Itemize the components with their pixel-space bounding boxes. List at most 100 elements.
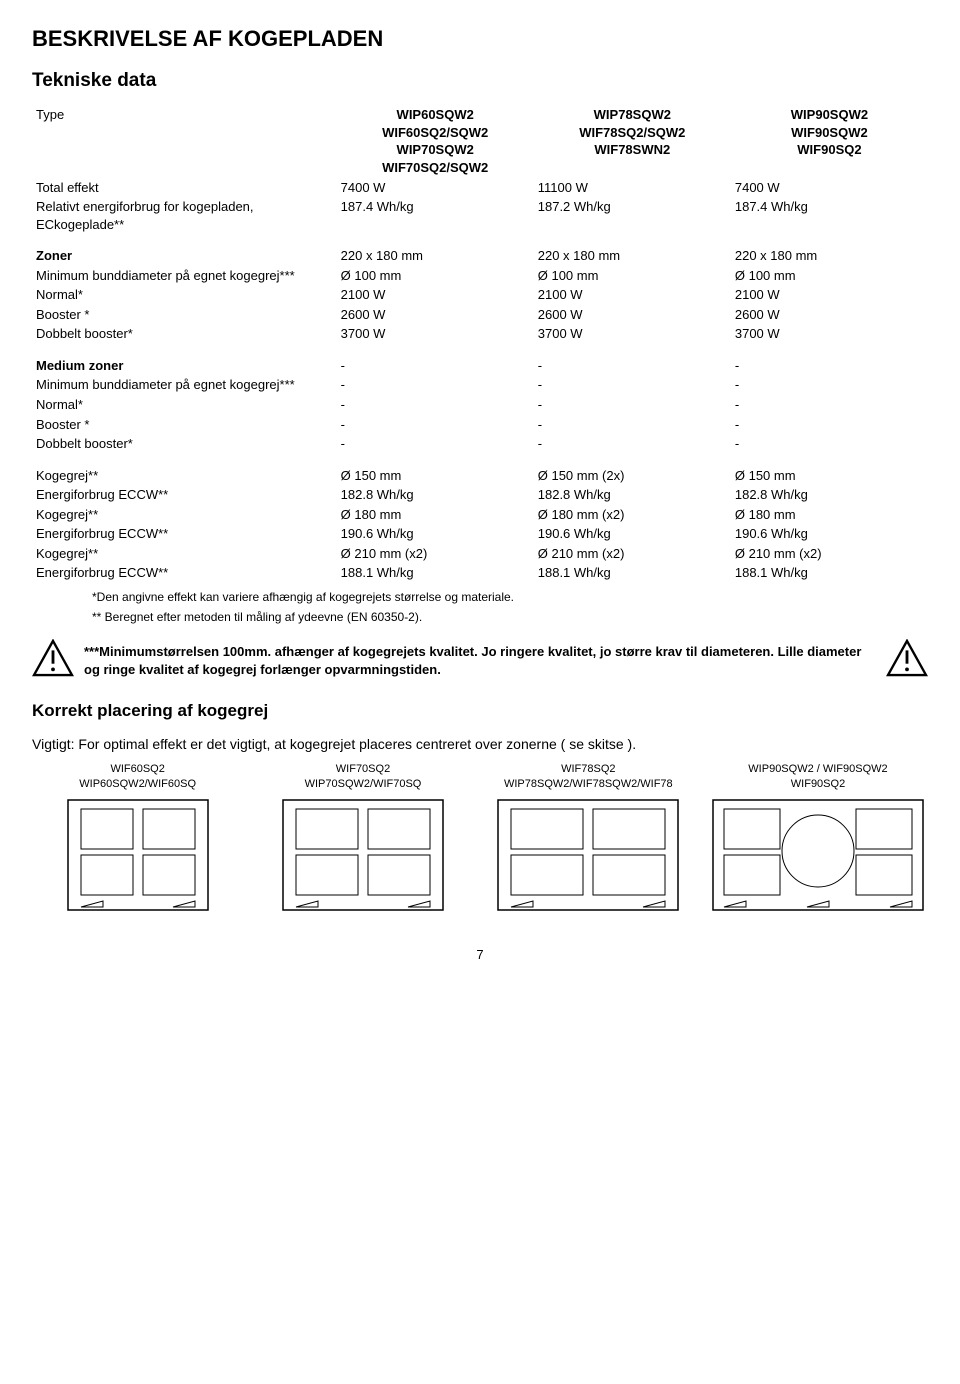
warning-icon (32, 639, 74, 682)
warning-text: ***Minimumstørrelsen 100mm. afhænger af … (84, 643, 876, 678)
row-label: Dobbelt booster* (32, 434, 337, 454)
placement-item-4: WIP90SQW2 / WIF90SQW2 WIF90SQ2 (708, 762, 928, 921)
hob-diagram-icon (63, 795, 213, 915)
row-label: Minimum bunddiameter på egnet kogegrej**… (32, 266, 337, 286)
row-label: Dobbelt booster* (32, 324, 337, 344)
row-label: Kogegrej** (32, 544, 337, 564)
type-label: Type (32, 105, 337, 177)
cell: 3700 W (534, 324, 731, 344)
row-label: Zoner (32, 246, 337, 266)
cell: - (731, 375, 928, 395)
cell: - (337, 434, 534, 454)
row-label: Normal* (32, 285, 337, 305)
cell: Ø 210 mm (x2) (337, 544, 534, 564)
row-label: Medium zoner (32, 356, 337, 376)
cell: Ø 150 mm (731, 466, 928, 486)
cell: 190.6 Wh/kg (534, 524, 731, 544)
cell: Ø 150 mm (2x) (534, 466, 731, 486)
placement-label: WIF60SQ2 (32, 762, 243, 777)
placement-row: WIF60SQ2 WIP60SQW2/WIF60SQ WIF70SQ2 WIP7… (32, 762, 928, 921)
placement-label: WIF78SQ2 (483, 762, 694, 777)
spec-table: Type WIP60SQW2 WIF60SQ2/SQW2 WIP70SQW2 W… (32, 105, 928, 583)
warning-icon (886, 639, 928, 682)
cell: 187.4 Wh/kg (337, 197, 534, 234)
col1-header: WIP60SQW2 WIF60SQ2/SQW2 WIP70SQW2 WIF70S… (337, 105, 534, 177)
page-number: 7 (32, 946, 928, 964)
cell: 182.8 Wh/kg (731, 485, 928, 505)
cell: 220 x 180 mm (731, 246, 928, 266)
cell: 182.8 Wh/kg (534, 485, 731, 505)
placement-heading: Korrekt placering af kogegrej (32, 700, 928, 723)
cell: - (337, 356, 534, 376)
hob-diagram-icon (493, 795, 683, 915)
warning-row: ***Minimumstørrelsen 100mm. afhænger af … (32, 639, 928, 682)
row-label: Normal* (32, 395, 337, 415)
cell: - (534, 356, 731, 376)
row-label: Energiforbrug ECCW** (32, 563, 337, 583)
placement-label: WIF70SQ2 (257, 762, 468, 777)
cell: - (337, 395, 534, 415)
cell: 188.1 Wh/kg (731, 563, 928, 583)
placement-label: WIP90SQW2 / WIF90SQW2 (708, 762, 928, 777)
cell: 2600 W (731, 305, 928, 325)
cell: 2100 W (534, 285, 731, 305)
placement-item-1: WIF60SQ2 WIP60SQW2/WIF60SQ (32, 762, 243, 921)
cell: - (534, 415, 731, 435)
hob-diagram-icon (708, 795, 928, 915)
cell: 187.2 Wh/kg (534, 197, 731, 234)
cell: Ø 180 mm (731, 505, 928, 525)
placement-item-2: WIF70SQ2 WIP70SQW2/WIF70SQ (257, 762, 468, 921)
cell: Ø 100 mm (337, 266, 534, 286)
cell: 7400 W (337, 178, 534, 198)
cell: 2100 W (731, 285, 928, 305)
row-label: Booster * (32, 415, 337, 435)
page-title: BESKRIVELSE AF KOGEPLADEN (32, 24, 928, 54)
cell: 2600 W (337, 305, 534, 325)
cell: - (534, 395, 731, 415)
cell: 2600 W (534, 305, 731, 325)
cell: Ø 210 mm (x2) (534, 544, 731, 564)
cell: 11100 W (534, 178, 731, 198)
cell: 3700 W (731, 324, 928, 344)
cell: 190.6 Wh/kg (337, 524, 534, 544)
cell: - (337, 375, 534, 395)
cell: - (731, 415, 928, 435)
row-label: Kogegrej** (32, 466, 337, 486)
row-label: Relativt energiforbrug for kogepladen, E… (32, 197, 337, 234)
cell: 188.1 Wh/kg (337, 563, 534, 583)
placement-label: WIP78SQW2/WIF78SQW2/WIF78 (483, 777, 694, 792)
cell: 188.1 Wh/kg (534, 563, 731, 583)
footnote-2: ** Beregnet efter metoden til måling af … (92, 609, 928, 625)
placement-label: WIP60SQW2/WIF60SQ (32, 777, 243, 792)
footnote-1: *Den angivne effekt kan variere afhængig… (92, 589, 928, 605)
row-label: Minimum bunddiameter på egnet kogegrej**… (32, 375, 337, 395)
cell: Ø 100 mm (534, 266, 731, 286)
cell: - (534, 375, 731, 395)
cell: Ø 180 mm (337, 505, 534, 525)
placement-label: WIF90SQ2 (708, 777, 928, 792)
row-label: Energiforbrug ECCW** (32, 524, 337, 544)
cell: - (731, 356, 928, 376)
cell: 187.4 Wh/kg (731, 197, 928, 234)
subtitle: Tekniske data (32, 68, 928, 94)
placement-paragraph: Vigtigt: For optimal effekt er det vigti… (32, 735, 928, 754)
cell: - (534, 434, 731, 454)
cell: Ø 150 mm (337, 466, 534, 486)
placement-item-3: WIF78SQ2 WIP78SQW2/WIF78SQW2/WIF78 (483, 762, 694, 921)
cell: 7400 W (731, 178, 928, 198)
cell: 182.8 Wh/kg (337, 485, 534, 505)
placement-label: WIP70SQW2/WIF70SQ (257, 777, 468, 792)
cell: 190.6 Wh/kg (731, 524, 928, 544)
col3-header: WIP90SQW2 WIF90SQW2 WIF90SQ2 (731, 105, 928, 177)
cell: - (731, 434, 928, 454)
cell: Ø 210 mm (x2) (731, 544, 928, 564)
cell: - (337, 415, 534, 435)
row-label: Kogegrej** (32, 505, 337, 525)
cell: Ø 180 mm (x2) (534, 505, 731, 525)
cell: 220 x 180 mm (337, 246, 534, 266)
row-label: Total effekt (32, 178, 337, 198)
row-label: Booster * (32, 305, 337, 325)
col2-header: WIP78SQW2 WIF78SQ2/SQW2 WIF78SWN2 (534, 105, 731, 177)
cell: - (731, 395, 928, 415)
cell: 3700 W (337, 324, 534, 344)
